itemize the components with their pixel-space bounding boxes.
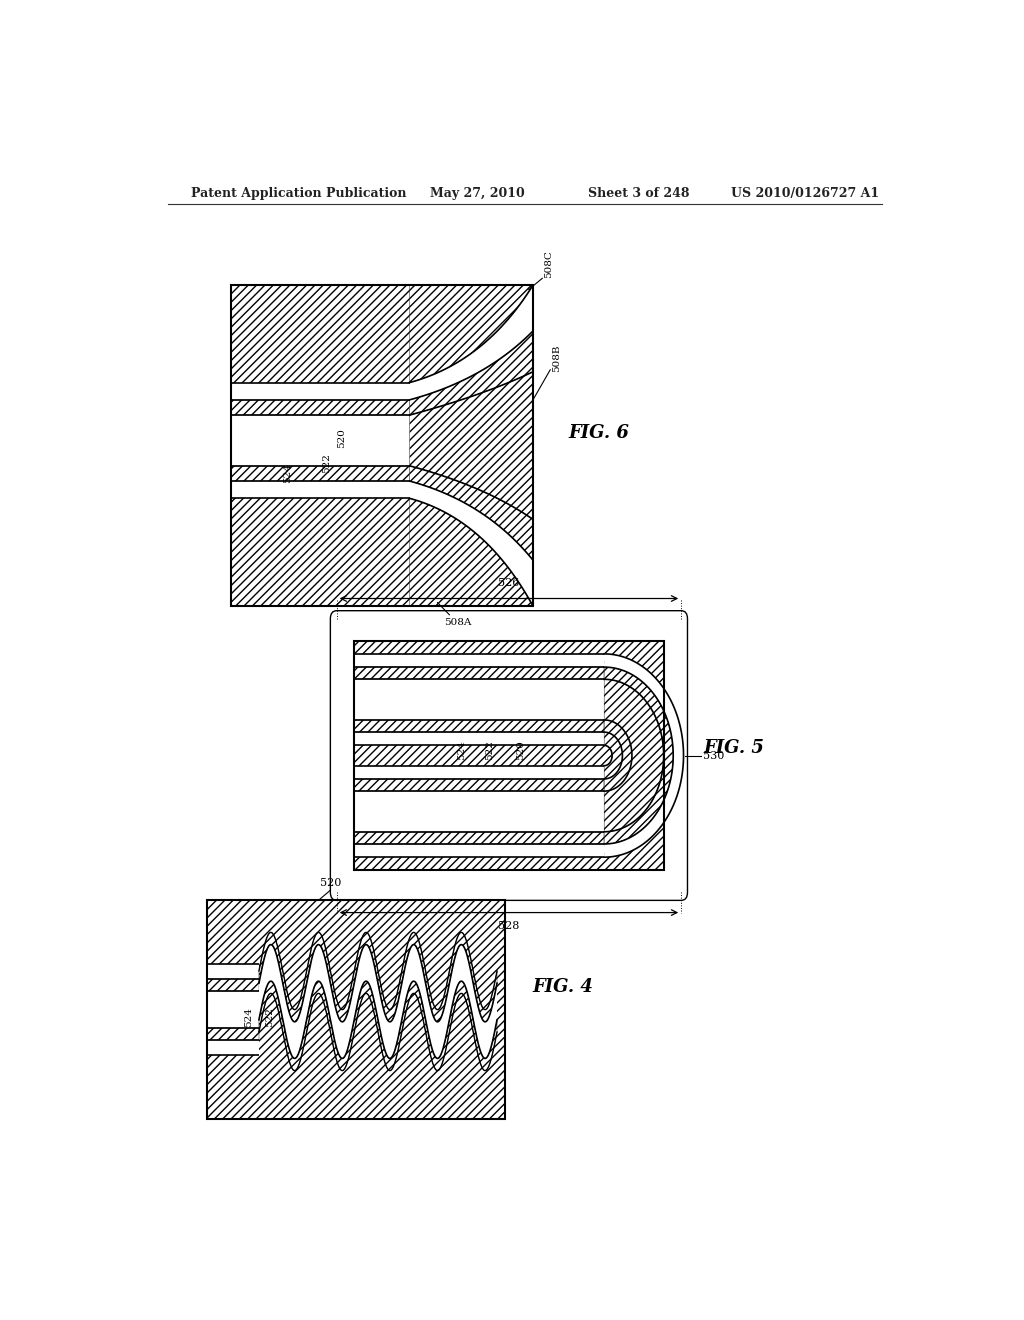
Text: 522: 522 bbox=[323, 453, 332, 474]
Polygon shape bbox=[231, 400, 410, 414]
Polygon shape bbox=[259, 945, 497, 1059]
Polygon shape bbox=[354, 642, 664, 870]
Polygon shape bbox=[410, 466, 532, 560]
Polygon shape bbox=[354, 832, 604, 843]
Polygon shape bbox=[410, 285, 532, 414]
Text: 508C: 508C bbox=[544, 251, 553, 279]
Polygon shape bbox=[354, 719, 604, 733]
Polygon shape bbox=[410, 331, 532, 414]
Polygon shape bbox=[354, 779, 604, 791]
Polygon shape bbox=[207, 900, 505, 1119]
Polygon shape bbox=[410, 285, 532, 383]
Polygon shape bbox=[604, 719, 632, 791]
Text: Patent Application Publication: Patent Application Publication bbox=[191, 187, 407, 199]
Bar bbox=[207, 900, 505, 1119]
Polygon shape bbox=[231, 466, 410, 480]
Polygon shape bbox=[231, 383, 410, 499]
Text: 508A: 508A bbox=[443, 618, 471, 627]
Text: 508B: 508B bbox=[552, 345, 561, 372]
Polygon shape bbox=[354, 667, 604, 680]
Text: US 2010/0126727 A1: US 2010/0126727 A1 bbox=[731, 187, 880, 199]
Polygon shape bbox=[604, 667, 673, 843]
Text: FIG. 5: FIG. 5 bbox=[703, 739, 764, 756]
Polygon shape bbox=[410, 466, 532, 606]
Text: 530: 530 bbox=[703, 751, 725, 760]
Polygon shape bbox=[231, 285, 532, 606]
Text: 520: 520 bbox=[337, 428, 346, 447]
Text: FIG. 6: FIG. 6 bbox=[568, 424, 630, 442]
Polygon shape bbox=[354, 766, 604, 857]
Text: May 27, 2010: May 27, 2010 bbox=[430, 187, 524, 199]
Text: 522: 522 bbox=[265, 1007, 273, 1027]
Text: 522: 522 bbox=[484, 741, 494, 760]
Polygon shape bbox=[259, 981, 497, 1071]
Text: 520: 520 bbox=[516, 741, 525, 760]
Polygon shape bbox=[410, 499, 532, 606]
Polygon shape bbox=[604, 719, 632, 791]
Text: FIG. 4: FIG. 4 bbox=[532, 978, 594, 995]
Text: Sheet 3 of 248: Sheet 3 of 248 bbox=[588, 187, 690, 199]
Text: 524: 524 bbox=[457, 741, 466, 760]
Text: 526: 526 bbox=[499, 578, 519, 589]
Text: 528: 528 bbox=[499, 921, 519, 931]
Text: 520: 520 bbox=[319, 878, 341, 888]
Polygon shape bbox=[207, 1028, 259, 1040]
Polygon shape bbox=[410, 372, 532, 519]
Polygon shape bbox=[259, 932, 497, 1022]
Polygon shape bbox=[207, 979, 259, 991]
Polygon shape bbox=[604, 680, 664, 832]
Polygon shape bbox=[207, 964, 259, 1056]
Text: 524: 524 bbox=[283, 463, 292, 483]
Bar bbox=[231, 285, 532, 606]
Polygon shape bbox=[354, 653, 604, 746]
Text: 524: 524 bbox=[244, 1007, 253, 1027]
Polygon shape bbox=[604, 653, 683, 857]
Bar bbox=[354, 642, 664, 870]
